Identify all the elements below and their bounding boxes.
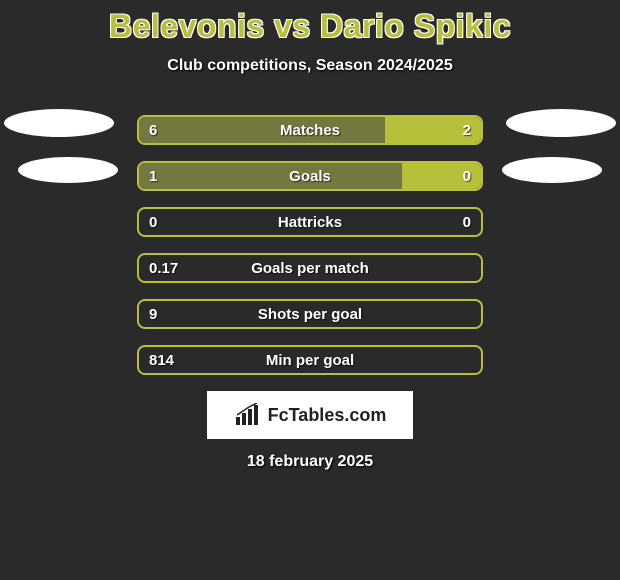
stat-row: 9Shots per goal <box>137 299 483 329</box>
chart-icon <box>234 403 262 427</box>
player-right-marker-2 <box>502 157 602 183</box>
stat-row: 0Hattricks0 <box>137 207 483 237</box>
stat-label: Matches <box>139 122 481 139</box>
subtitle: Club competitions, Season 2024/2025 <box>0 57 620 75</box>
page-title: Belevonis vs Dario Spikic <box>0 8 620 45</box>
stat-row: 814Min per goal <box>137 345 483 375</box>
stat-row: 0.17Goals per match <box>137 253 483 283</box>
date-label: 18 february 2025 <box>0 453 620 471</box>
stat-row: 1Goals0 <box>137 161 483 191</box>
player-left-marker-2 <box>18 157 118 183</box>
stat-value-right: 0 <box>463 214 471 231</box>
stat-value-right: 0 <box>463 168 471 185</box>
player-right-marker-1 <box>506 109 616 137</box>
brand-box: FcTables.com <box>207 391 413 439</box>
stat-label: Goals per match <box>139 260 481 277</box>
player-left-marker-1 <box>4 109 114 137</box>
stat-label: Min per goal <box>139 352 481 369</box>
stat-row: 6Matches2 <box>137 115 483 145</box>
stat-bars: 6Matches21Goals00Hattricks00.17Goals per… <box>137 115 483 375</box>
stat-label: Shots per goal <box>139 306 481 323</box>
stat-label: Goals <box>139 168 481 185</box>
stat-label: Hattricks <box>139 214 481 231</box>
brand-text: FcTables.com <box>268 405 387 426</box>
stat-value-right: 2 <box>463 122 471 139</box>
stats-area: 6Matches21Goals00Hattricks00.17Goals per… <box>0 115 620 375</box>
